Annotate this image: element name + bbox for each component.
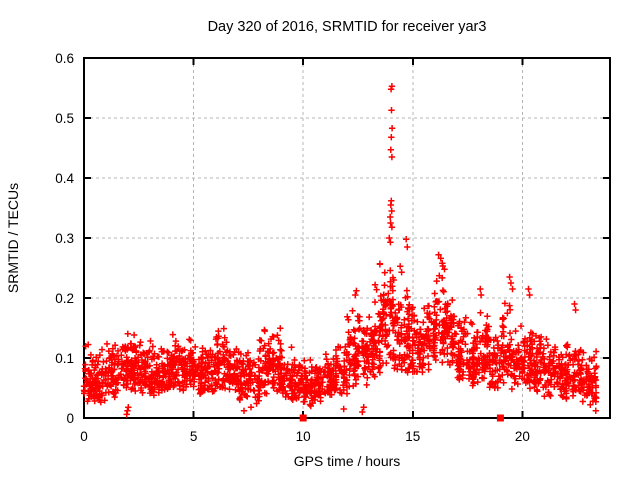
- x-tick-label: 5: [190, 429, 198, 444]
- x-axis-label: GPS time / hours: [294, 453, 401, 469]
- zero-flag-square-marker: [496, 414, 504, 422]
- x-tick-label: 20: [515, 429, 530, 444]
- y-tick-label: 0.5: [55, 111, 74, 126]
- chart-title: Day 320 of 2016, SRMTID for receiver yar…: [208, 19, 487, 35]
- y-axis-label: SRMTID / TECUs: [5, 183, 21, 293]
- x-tick-label: 15: [405, 429, 420, 444]
- y-tick-label: 0.3: [55, 231, 74, 246]
- zero-flag-square-marker: [299, 414, 307, 422]
- x-tick-label: 10: [296, 429, 311, 444]
- y-tick-label: 0.6: [55, 51, 74, 66]
- x-tick-label: 0: [80, 429, 88, 444]
- plot-layer: 0 5 10 15 20 0 0.1 0.2 0.3 0.4 0.5 0.6: [55, 51, 611, 444]
- y-tick-label: 0.4: [55, 171, 74, 186]
- scatter-points-srmtid: [80, 83, 600, 418]
- y-tick-label: 0.1: [55, 351, 74, 366]
- y-tick-label: 0: [66, 411, 74, 426]
- y-tick-label: 0.2: [55, 291, 74, 306]
